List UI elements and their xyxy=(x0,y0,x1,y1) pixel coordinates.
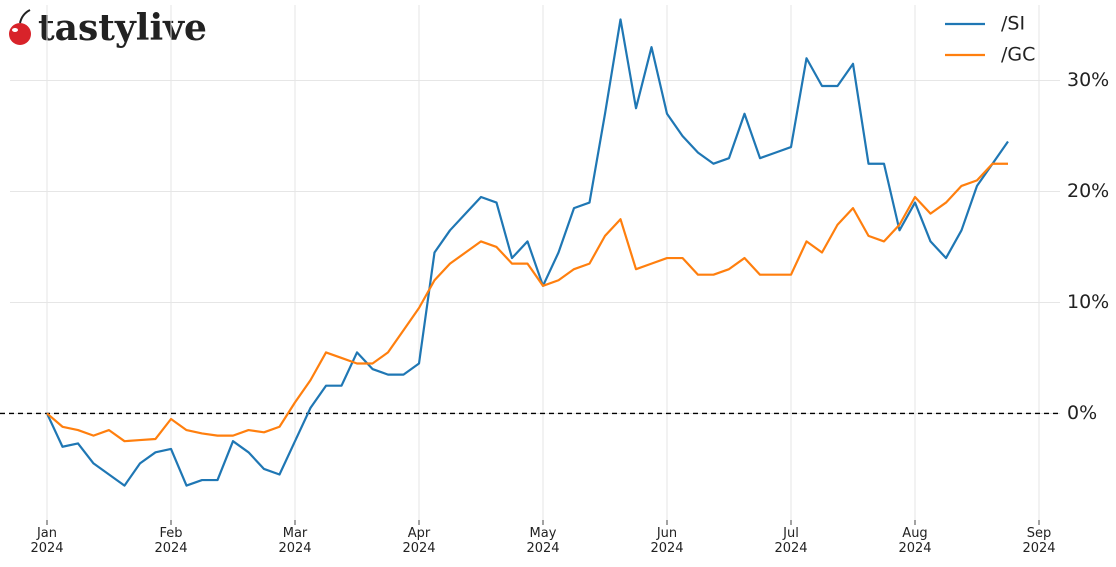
x-tick-label: Feb 2024 xyxy=(154,526,188,556)
logo-icon xyxy=(9,9,31,45)
series-line xyxy=(46,162,1008,443)
y-tick-label: 20% xyxy=(1067,180,1109,202)
y-tick-label: 0% xyxy=(1067,402,1097,424)
x-tick-label: Jul 2024 xyxy=(774,526,808,556)
x-tick-label: Apr 2024 xyxy=(402,526,436,556)
x-tick-label: Aug 2024 xyxy=(898,526,932,556)
legend-label: /SI xyxy=(1001,13,1025,35)
x-tick-label: Jun 2024 xyxy=(650,526,684,556)
x-tick-label: Mar 2024 xyxy=(278,526,312,556)
legend-label: /GC xyxy=(1001,44,1035,66)
x-tick-label: Sep 2024 xyxy=(1022,526,1056,556)
logo: tastylive xyxy=(38,7,207,49)
x-tick-label: Jan 2024 xyxy=(30,526,64,556)
x-tick-label: May 2024 xyxy=(526,526,560,556)
y-tick-label: 10% xyxy=(1067,291,1109,313)
series-line xyxy=(46,18,1009,487)
y-tick-label: 30% xyxy=(1067,69,1109,91)
